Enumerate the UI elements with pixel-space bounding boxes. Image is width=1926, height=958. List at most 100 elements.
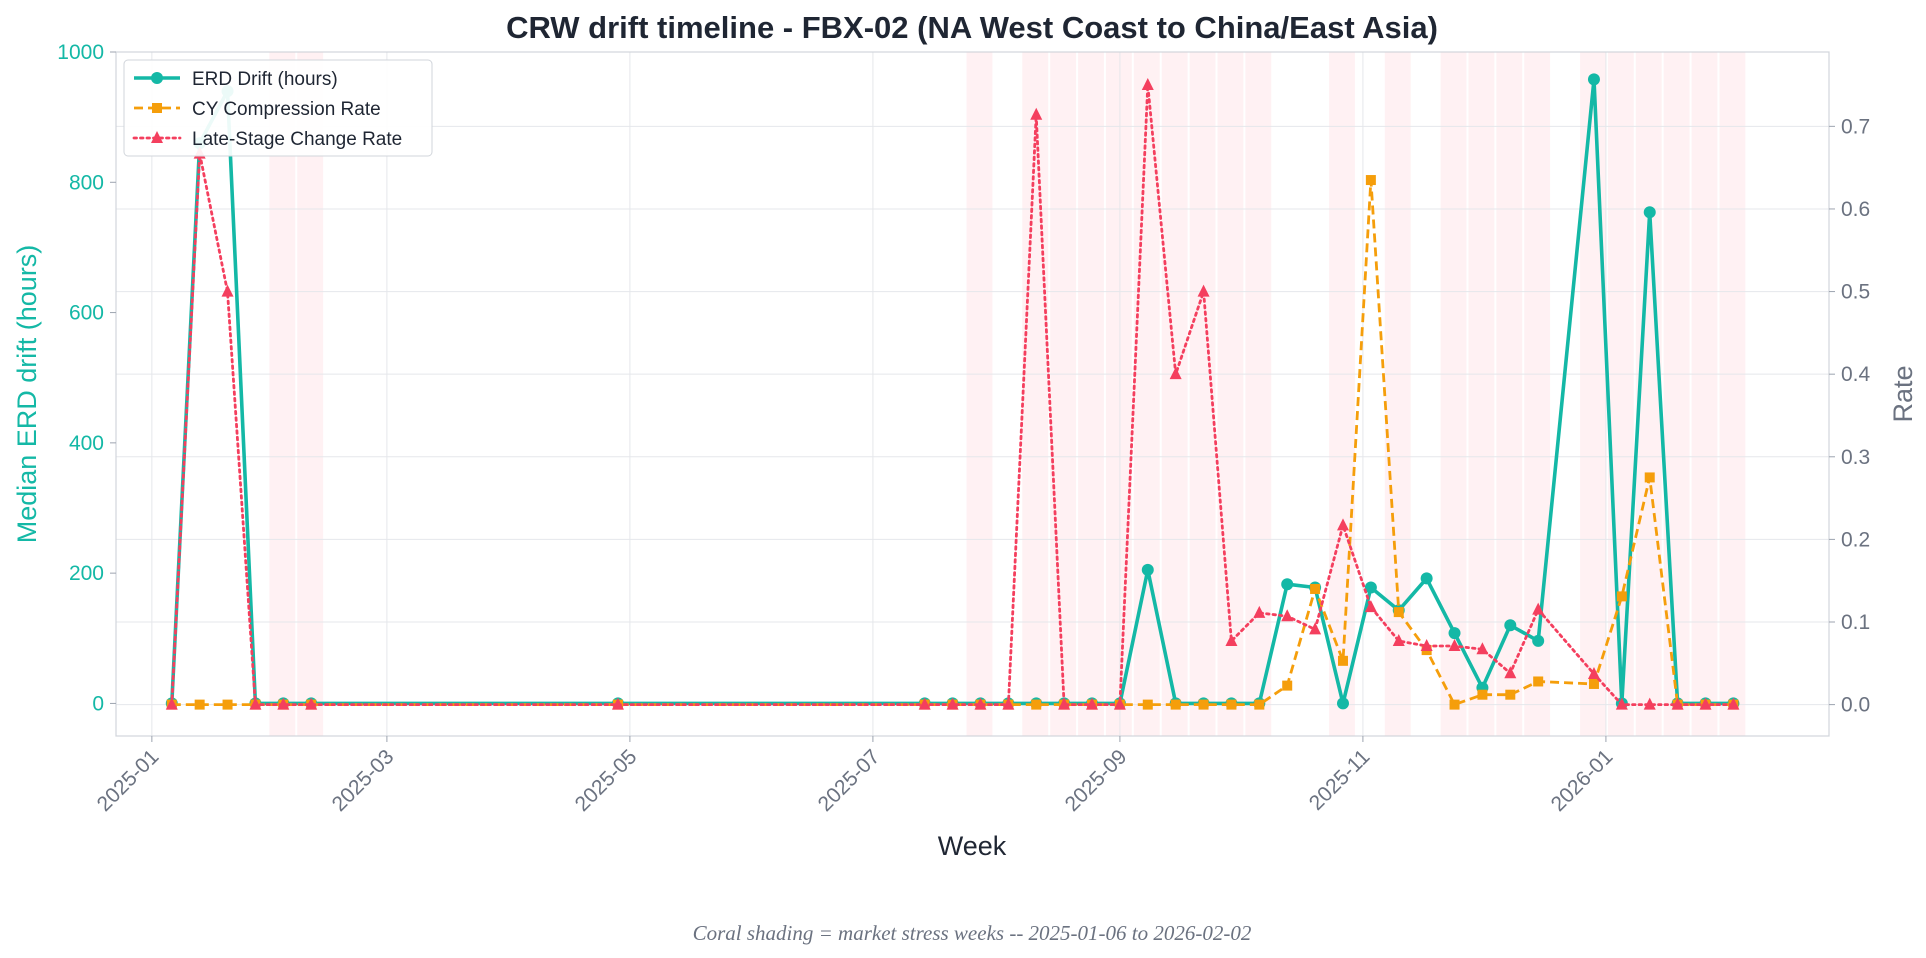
y-right-tick-label: 0.4 — [1841, 363, 1871, 386]
y-axis-right-label: Rate — [1888, 365, 1918, 422]
data-point — [1504, 619, 1517, 632]
data-point — [1504, 666, 1517, 679]
y-left-tick-label: 600 — [69, 302, 104, 325]
stress-week-band — [1245, 52, 1272, 736]
data-point — [1643, 206, 1656, 219]
data-point — [1031, 699, 1042, 710]
stress-week-band — [966, 52, 993, 736]
data-point — [1505, 689, 1516, 700]
data-point — [1420, 572, 1433, 585]
plot-frame — [115, 51, 1830, 737]
data-point — [1169, 367, 1182, 380]
data-point — [1309, 622, 1322, 635]
data-point — [1615, 697, 1628, 710]
data-point — [305, 697, 318, 710]
data-point — [249, 697, 262, 710]
data-point — [1030, 107, 1043, 120]
data-point — [1141, 563, 1154, 576]
data-point — [1616, 591, 1627, 602]
data-point — [1477, 689, 1488, 700]
data-point — [1141, 78, 1154, 91]
data-point — [1699, 697, 1712, 710]
series-group — [165, 73, 1740, 710]
y-left-tick-label: 800 — [69, 171, 104, 194]
legend-swatch-marker — [151, 131, 163, 143]
y-right-tick-label: 0.2 — [1841, 528, 1870, 551]
legend-box — [123, 59, 433, 157]
x-axis-label: Week — [938, 831, 1007, 861]
data-point — [946, 697, 959, 710]
stress-week-band — [1607, 52, 1634, 736]
legend-swatch-marker — [152, 103, 162, 113]
data-point — [1671, 697, 1684, 710]
stress-week-band — [1022, 52, 1049, 736]
data-point — [1364, 600, 1377, 613]
data-point — [1197, 284, 1210, 297]
legend-label: CY Compression Rate — [192, 99, 381, 120]
stress-week-band — [1468, 52, 1495, 736]
data-point — [1448, 638, 1461, 651]
data-point — [277, 697, 290, 710]
data-point — [1254, 699, 1265, 710]
data-point — [1226, 699, 1237, 710]
data-point — [1281, 609, 1294, 622]
data-point — [1393, 607, 1404, 618]
data-point — [1364, 581, 1377, 594]
data-point — [1532, 634, 1545, 647]
chart-title: CRW drift timeline - FBX-02 (NA West Coa… — [506, 10, 1438, 45]
data-point — [1253, 605, 1266, 618]
data-point — [1420, 638, 1433, 651]
stress-week-band — [1691, 52, 1718, 736]
stress-week-band — [1189, 52, 1216, 736]
y-right-tick-label: 0.7 — [1841, 115, 1870, 138]
stress-week-band — [1329, 52, 1355, 736]
stress-week-band — [1719, 52, 1746, 736]
data-point — [221, 284, 234, 297]
data-point — [1644, 472, 1655, 483]
legend-label: Late-Stage Change Rate — [192, 129, 402, 150]
series-line — [170, 83, 1735, 706]
data-point — [1336, 697, 1349, 710]
data-point — [1588, 678, 1599, 689]
data-point — [194, 699, 205, 710]
stress-week-band — [1161, 52, 1188, 736]
data-point — [1336, 518, 1349, 531]
y-right-tick-label: 0.3 — [1841, 446, 1870, 469]
stress-week-band — [1663, 52, 1690, 736]
data-point — [1086, 697, 1099, 710]
data-point — [1533, 676, 1544, 687]
y-left-tick-label: 200 — [69, 562, 104, 585]
y-axis-left-ticks: 0 200 400 600 800 1000 — [57, 41, 116, 715]
stress-week-band — [1496, 52, 1523, 736]
gridlines — [116, 52, 1829, 736]
data-point — [1448, 627, 1461, 640]
data-point — [918, 697, 931, 710]
y-right-tick-label: 0.1 — [1841, 611, 1870, 634]
data-point — [1282, 680, 1293, 691]
data-point — [1225, 634, 1238, 646]
data-point — [1643, 697, 1656, 710]
y-right-tick-label: 0.5 — [1841, 281, 1870, 304]
data-point — [974, 697, 987, 710]
y-left-tick-label: 400 — [69, 432, 104, 455]
stress-week-band — [1133, 52, 1160, 736]
data-point — [1476, 642, 1489, 655]
data-point — [1113, 697, 1126, 710]
stress-week-band — [1050, 52, 1077, 736]
y-axis-left-label: Median ERD drift (hours) — [12, 245, 42, 544]
data-point — [1002, 697, 1015, 710]
footnote: Coral shading = market stress weeks -- 2… — [693, 921, 1252, 945]
data-point — [1170, 699, 1181, 710]
data-point — [1337, 655, 1348, 666]
y-right-tick-label: 0.0 — [1841, 694, 1870, 717]
data-point — [1058, 697, 1071, 710]
data-point — [1392, 634, 1405, 646]
data-point — [1198, 699, 1209, 710]
data-point — [1310, 583, 1321, 594]
data-point — [1727, 697, 1740, 710]
data-point — [1532, 602, 1545, 615]
y-axis-right-ticks: 0.0 0.1 0.2 0.3 0.4 0.5 0.6 0.7 — [1829, 115, 1871, 717]
legend-swatch-marker — [151, 72, 163, 84]
data-point — [1281, 578, 1294, 591]
